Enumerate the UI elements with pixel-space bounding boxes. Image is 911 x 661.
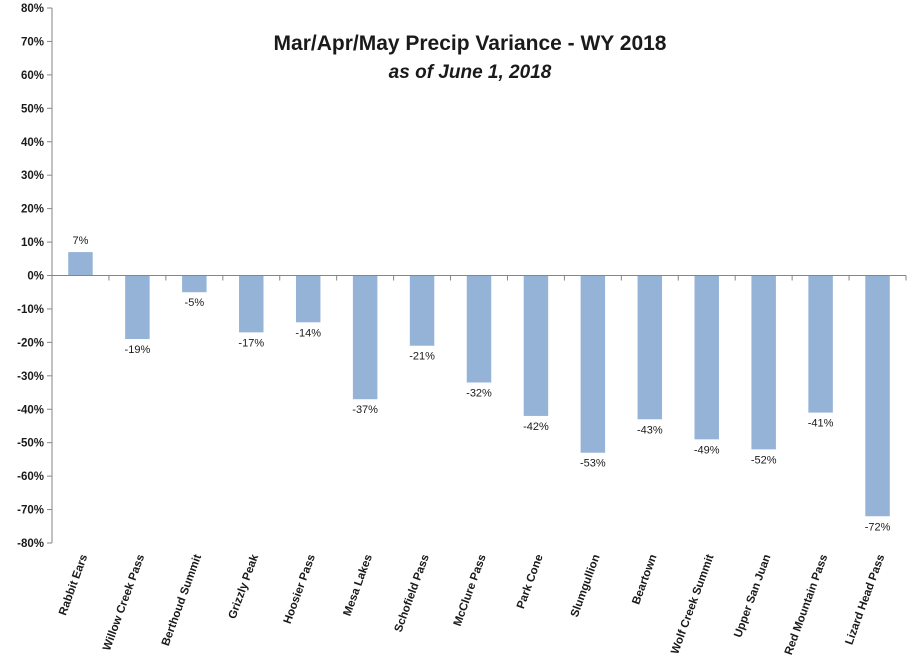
y-tick-label: -30% [17,371,44,383]
bar [352,275,378,400]
bar [523,275,549,416]
bar [694,275,719,440]
data-label: -32% [466,388,492,400]
y-tick-label: 80% [21,3,44,15]
bars [68,252,890,517]
bar [125,275,150,340]
y-tick-label: -20% [17,337,44,349]
data-label: -72% [865,521,891,533]
data-label: -21% [409,351,435,363]
y-tick-label: -50% [17,438,44,450]
y-tick-label: -80% [17,538,44,550]
y-tick-label: -70% [17,505,44,517]
y-tick-label: 50% [21,103,44,115]
bar [239,275,264,333]
bar [580,275,606,453]
y-tick-label: 60% [21,70,44,82]
y-tick-label: -40% [17,404,44,416]
data-label: -5% [185,297,205,309]
y-tick-label: 30% [21,170,44,182]
y-tick-label: 40% [21,137,44,149]
bar [466,275,492,383]
data-label: -49% [694,444,720,456]
bar [295,275,321,323]
bar [409,275,435,346]
y-tick-label: 0% [27,271,44,283]
bar [751,275,776,450]
data-label: -19% [125,344,151,356]
bar [68,252,93,276]
y-tick-label: -60% [17,471,44,483]
y-tick-label: 10% [21,237,44,249]
y-tick-label: 20% [21,204,44,216]
data-label: -42% [523,421,549,433]
bar [808,275,833,413]
data-labels: 7% -19% -5% -17% -14% -37% -21% -32% -42% -53% -43… [73,235,891,533]
y-tick-label: -10% [17,304,44,316]
bar [865,275,890,517]
y-axis: 80% 70% 60% 50% 40% 30% 20% 10% 0% -10% -20% -30% -4… [17,3,53,550]
data-label: -43% [637,424,663,436]
data-label: -52% [751,454,777,466]
y-tick-label: 70% [21,36,44,48]
data-label: -37% [352,404,378,416]
data-label: -53% [580,458,606,470]
chart-title: Mar/Apr/May Precip Variance - WY 2018 [274,32,667,55]
bar [637,275,663,420]
data-label: -41% [808,418,834,430]
chart-subtitle: as of June 1, 2018 [389,62,552,83]
bar [182,275,207,293]
data-label: 7% [73,235,89,247]
data-label: -14% [295,327,321,339]
data-label: -17% [238,337,264,349]
